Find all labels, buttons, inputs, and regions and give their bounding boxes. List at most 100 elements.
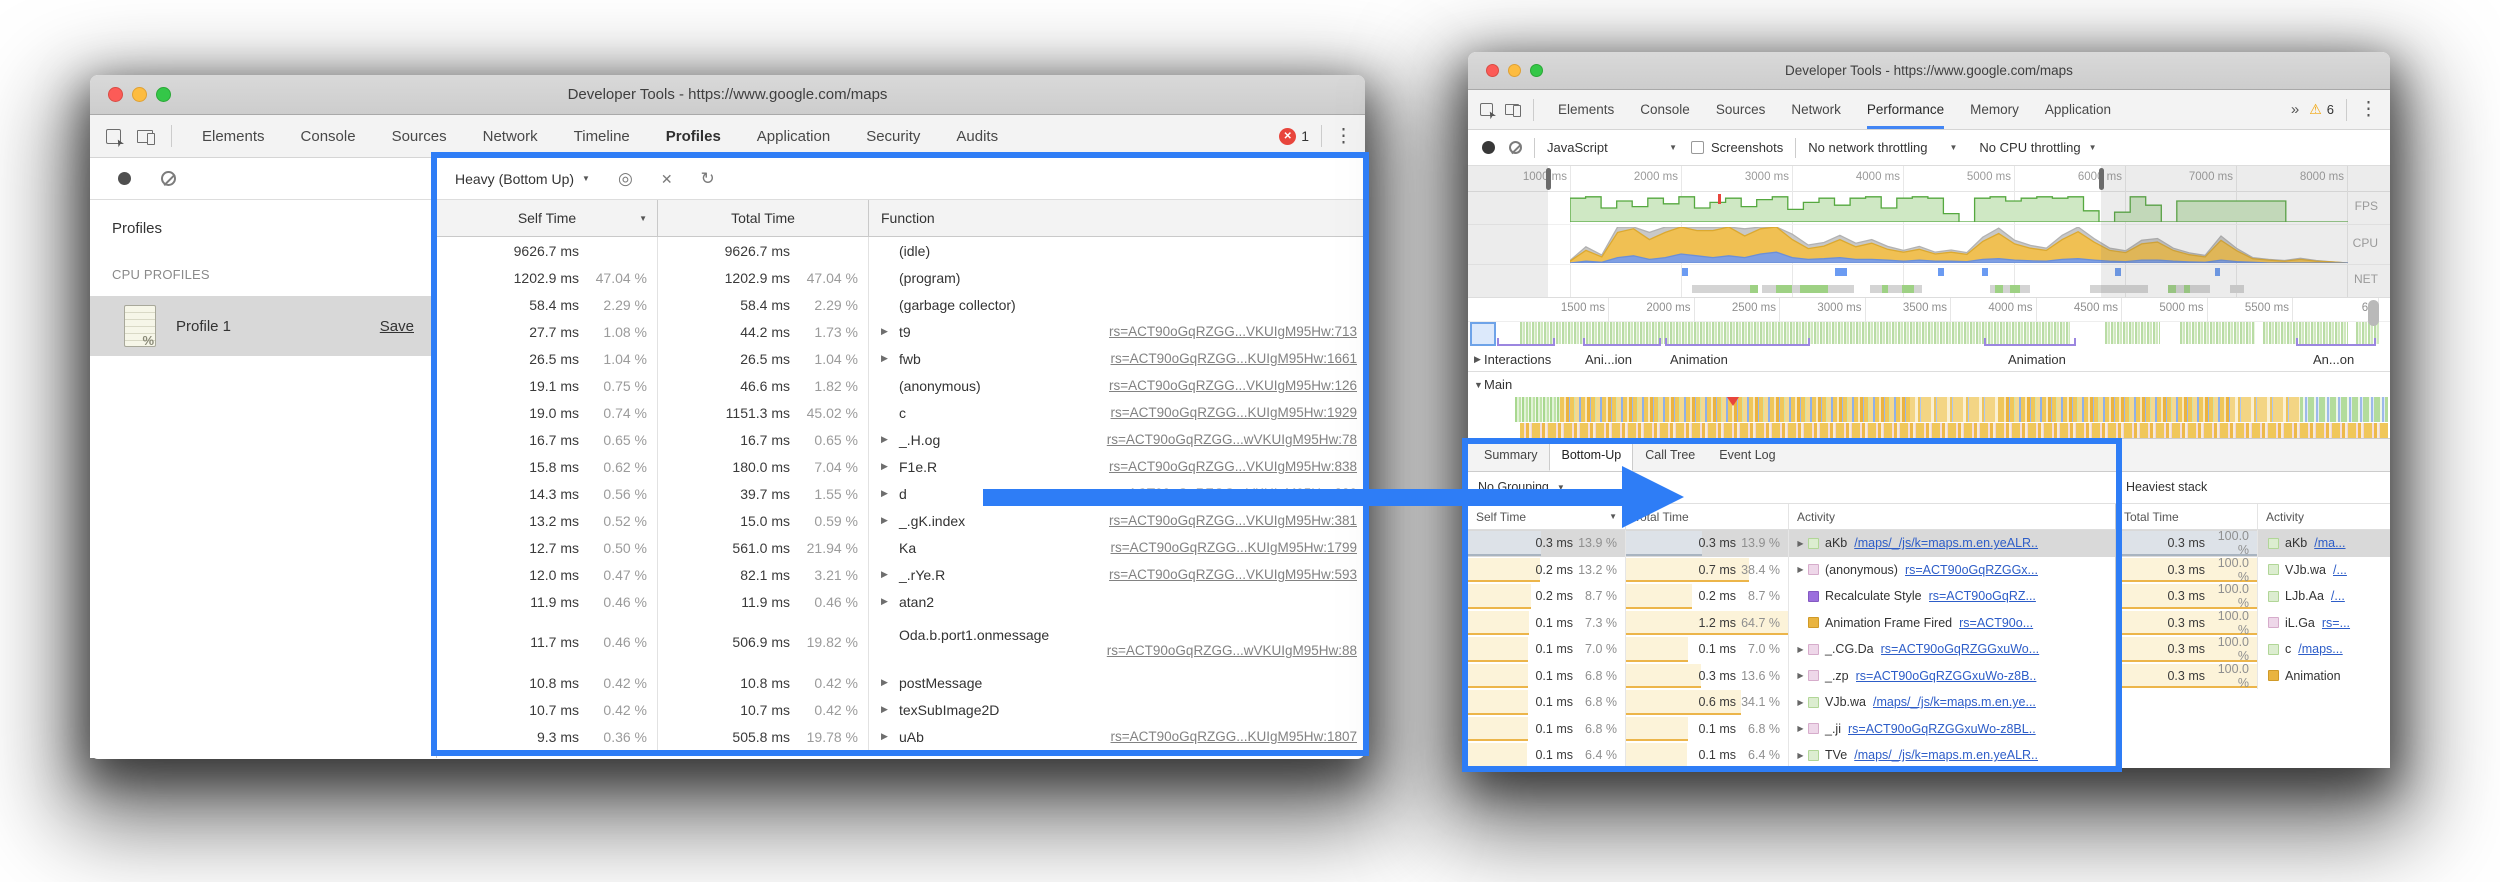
profile-list-item[interactable]: Profile 1 Save <box>90 296 436 356</box>
titlebar[interactable]: Developer Tools - https://www.google.com… <box>1468 52 2390 90</box>
details-tab-event-log[interactable]: Event Log <box>1719 448 1776 462</box>
expand-arrow-icon[interactable]: ▶ <box>1797 697 1804 707</box>
table-row[interactable]: 11.7 ms 0.46 % 506.9 ms 19.82 % Oda.b.port1.… <box>437 615 1365 669</box>
error-badge[interactable]: ✕ 1 <box>1279 127 1309 145</box>
source-link[interactable]: /maps... <box>2298 642 2343 657</box>
device-toolbar-icon[interactable] <box>137 129 155 145</box>
table-row[interactable]: 1202.9 ms 47.04 % 1202.9 ms 47.04 % (program… <box>437 264 1365 291</box>
table-row[interactable]: 0.3 ms 100.0 % c/maps... <box>2116 636 2390 663</box>
tab-application[interactable]: Application <box>2044 102 2111 117</box>
tab-console[interactable]: Console <box>300 127 356 145</box>
inspect-element-icon[interactable] <box>106 128 121 144</box>
minimize-button[interactable] <box>132 87 147 102</box>
table-row[interactable]: 0.1 ms 6.8 % 0.6 ms 34.1 % ▶ VJb.wa/maps/_/js… <box>1468 689 2115 716</box>
table-row[interactable]: 10.8 ms 0.42 % 10.8 ms 0.42 % ▶ postMessage <box>437 669 1365 696</box>
screenshots-checkbox[interactable] <box>1691 141 1704 154</box>
table-row[interactable]: 58.4 ms 2.29 % 58.4 ms 2.29 % (garbage colle… <box>437 291 1365 318</box>
expand-arrow-icon[interactable]: ▶ <box>881 731 888 741</box>
table-row[interactable]: 0.2 ms 13.2 % 0.7 ms 38.4 % ▶ (anonymous) rs=A… <box>1468 556 2115 583</box>
source-link[interactable]: rs=ACT90oGqRZGG...wVKUIgM95Hw:78 <box>1106 432 1357 447</box>
tab-sources[interactable]: Sources <box>391 127 447 145</box>
expand-arrow-icon[interactable]: ▶ <box>881 515 888 525</box>
focus-function-icon[interactable]: ◎ <box>617 169 633 188</box>
table-row[interactable]: 12.7 ms 0.50 % 561.0 ms 21.94 % Ka rs=ACT90oG… <box>437 534 1365 561</box>
exclude-function-icon[interactable]: ✕ <box>660 170 673 187</box>
minimize-button[interactable] <box>1508 64 1521 77</box>
expand-arrow-icon[interactable]: ▶ <box>1797 671 1804 681</box>
source-link[interactable]: rs=... <box>2321 615 2351 630</box>
source-link[interactable]: rs=ACT90oGqRZGG...KUIgM95Hw:1799 <box>1110 540 1357 555</box>
save-profile-link[interactable]: Save <box>379 317 414 335</box>
table-row[interactable]: 0.1 ms 7.0 % 0.1 ms 7.0 % ▶ _.CG.Da rs=ACT90oG… <box>1468 636 2115 663</box>
warning-badge[interactable]: ⚠ 6 <box>2309 101 2334 118</box>
source-link[interactable]: /... <box>2330 589 2345 604</box>
tab-audits[interactable]: Audits <box>956 127 999 145</box>
source-link[interactable]: rs=ACT90oGqRZGG...VKUIgM95Hw:713 <box>1109 324 1357 339</box>
expand-arrow-icon[interactable]: ▶ <box>881 596 888 606</box>
view-mode-select[interactable]: Heavy (Bottom Up) ▼ <box>455 170 590 187</box>
table-row[interactable]: 27.7 ms 1.08 % 44.2 ms 1.73 % ▶ t9 rs=ACT90oGq… <box>437 318 1365 345</box>
overflow-menu-icon[interactable]: ⋮ <box>1334 125 1353 147</box>
expand-arrow-icon[interactable]: ▶ <box>881 677 888 687</box>
tab-performance[interactable]: Performance <box>1866 90 1945 129</box>
tab-elements[interactable]: Elements <box>1558 102 1615 117</box>
expand-arrow-icon[interactable]: ▶ <box>1797 538 1804 548</box>
table-row[interactable]: 15.8 ms 0.62 % 180.0 ms 7.04 % ▶ F1e.R rs=ACT9… <box>437 453 1365 480</box>
table-row[interactable]: 12.0 ms 0.47 % 82.1 ms 3.21 % ▶ _.rYe.R rs=ACT… <box>437 561 1365 588</box>
main-flame-chart[interactable] <box>1468 397 2390 438</box>
tab-elements[interactable]: Elements <box>202 127 265 145</box>
source-link[interactable]: /... <box>2333 562 2347 577</box>
expand-arrow-icon[interactable]: ▶ <box>1797 644 1804 654</box>
expand-arrow-icon[interactable]: ▶ <box>1474 354 1481 364</box>
selected-frame[interactable] <box>1470 322 1496 346</box>
source-link[interactable]: /ma... <box>2314 536 2346 551</box>
frame-segment[interactable] <box>2263 322 2348 344</box>
tab-memory[interactable]: Memory <box>1970 102 2019 117</box>
table-row[interactable]: 0.2 ms 8.7 % 0.2 ms 8.7 % Recalculate Style r… <box>1468 583 2115 610</box>
table-row[interactable]: 0.3 ms 13.9 % 0.3 ms 13.9 % ▶ aKb/maps/_/js/k… <box>1468 530 2115 557</box>
device-toolbar-icon[interactable] <box>1505 104 1521 117</box>
table-row[interactable]: 0.3 ms 100.0 % aKb/ma... <box>2116 530 2390 557</box>
flame-segment[interactable] <box>2300 397 2388 422</box>
table-row[interactable]: 19.1 ms 0.75 % 46.6 ms 1.82 % (anonymous) rs=… <box>437 372 1365 399</box>
expand-arrow-icon[interactable]: ▶ <box>881 434 888 444</box>
close-button[interactable] <box>1486 64 1499 77</box>
table-row[interactable]: 0.3 ms 100.0 % Animation <box>2116 662 2390 689</box>
clear-recording-button[interactable] <box>1509 141 1522 154</box>
record-button[interactable] <box>1482 141 1495 154</box>
restore-functions-icon[interactable]: ↻ <box>700 169 715 188</box>
zoom-button[interactable] <box>156 87 171 102</box>
table-row[interactable]: 16.7 ms 0.65 % 16.7 ms 0.65 % ▶ _.H.og rs=ACT9… <box>437 426 1365 453</box>
tab-console[interactable]: Console <box>1640 102 1690 117</box>
record-profile-button[interactable] <box>118 172 131 185</box>
clear-profiles-button[interactable] <box>161 171 176 186</box>
flame-segment[interactable] <box>2000 397 2115 422</box>
tab-sources[interactable]: Sources <box>1715 102 1766 117</box>
selection-handle-right[interactable] <box>2099 168 2104 190</box>
column-header-activity[interactable]: Activity <box>2266 509 2305 524</box>
table-row[interactable]: 0.1 ms 6.8 % 0.3 ms 13.6 % ▶ _.zp rs=ACT90oGqR… <box>1468 662 2115 689</box>
frames-strip[interactable] <box>1468 322 2390 348</box>
source-link[interactable]: rs=ACT90oGqRZGG...wVKUIgM95Hw:88 <box>1106 642 1357 658</box>
table-row[interactable]: 9.3 ms 0.36 % 505.8 ms 19.78 % ▶ uAb rs=ACT90o… <box>437 723 1365 750</box>
column-header-function[interactable]: Function <box>881 210 935 226</box>
table-row[interactable]: 0.1 ms 6.4 % 0.1 ms 6.4 % ▶ TVe/maps/_/js/k=m… <box>1468 742 2115 769</box>
titlebar[interactable]: Developer Tools - https://www.google.com… <box>90 75 1365 115</box>
network-throttle-select[interactable]: No network throttling ▼ <box>1808 140 1958 155</box>
tab-application[interactable]: Application <box>756 127 831 145</box>
source-link[interactable]: rs=ACT90oGqRZGG...KUIgM95Hw:1929 <box>1110 405 1357 420</box>
table-row[interactable]: 0.1 ms 6.8 % 0.1 ms 6.8 % ▶ _.ji rs=ACT90oGqRZ… <box>1468 715 2115 742</box>
flame-segment[interactable] <box>2115 397 2230 422</box>
source-link[interactable]: rs=ACT90oGqRZGG...VKUIgM95Hw:381 <box>1109 513 1357 528</box>
more-tabs-icon[interactable]: » <box>2290 101 2300 118</box>
inspect-element-icon[interactable] <box>1480 103 1493 116</box>
expand-arrow-icon[interactable]: ▶ <box>1797 724 1804 734</box>
table-row[interactable]: 11.9 ms 0.46 % 11.9 ms 0.46 % ▶ atan2 <box>437 588 1365 615</box>
tab-timeline[interactable]: Timeline <box>573 127 630 145</box>
expand-arrow-icon[interactable]: ▶ <box>881 569 888 579</box>
tab-network[interactable]: Network <box>482 127 538 145</box>
table-row[interactable]: 0.3 ms 100.0 % LJb.Aa /... <box>2116 583 2390 610</box>
source-link[interactable]: rs=ACT90oGqRZGG...VKUIgM95Hw:838 <box>1109 459 1357 474</box>
table-row[interactable]: 26.5 ms 1.04 % 26.5 ms 1.04 % ▶ fwb rs=ACT90oG… <box>437 345 1365 372</box>
table-row[interactable]: 0.3 ms 100.0 % iL.Ga rs=... <box>2116 609 2390 636</box>
